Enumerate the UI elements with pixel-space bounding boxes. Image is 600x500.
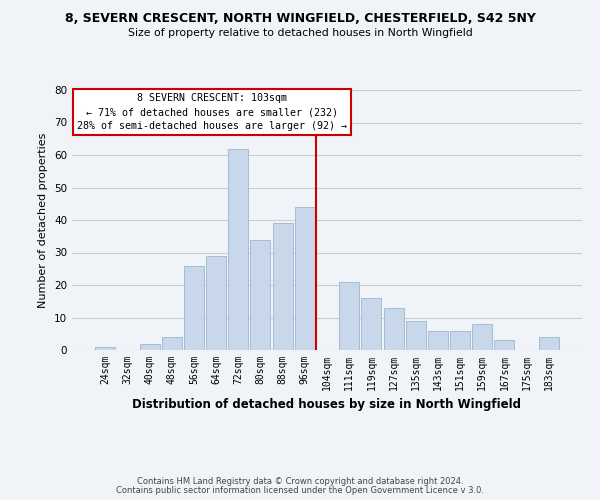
Bar <box>184 266 204 350</box>
X-axis label: Distribution of detached houses by size in North Wingfield: Distribution of detached houses by size … <box>133 398 521 411</box>
Text: Contains public sector information licensed under the Open Government Licence v : Contains public sector information licen… <box>116 486 484 495</box>
Bar <box>428 330 448 350</box>
Bar <box>406 321 426 350</box>
Bar <box>228 148 248 350</box>
Text: 8 SEVERN CRESCENT: 103sqm
← 71% of detached houses are smaller (232)
28% of semi: 8 SEVERN CRESCENT: 103sqm ← 71% of detac… <box>77 93 347 131</box>
Bar <box>539 337 559 350</box>
Text: 8, SEVERN CRESCENT, NORTH WINGFIELD, CHESTERFIELD, S42 5NY: 8, SEVERN CRESCENT, NORTH WINGFIELD, CHE… <box>65 12 535 26</box>
Bar <box>472 324 492 350</box>
Bar <box>162 337 182 350</box>
Bar <box>295 207 315 350</box>
Bar <box>95 347 115 350</box>
Bar <box>250 240 271 350</box>
Bar <box>383 308 404 350</box>
Bar <box>339 282 359 350</box>
Bar <box>450 330 470 350</box>
Text: Size of property relative to detached houses in North Wingfield: Size of property relative to detached ho… <box>128 28 472 38</box>
Bar <box>361 298 382 350</box>
Bar <box>494 340 514 350</box>
Bar <box>140 344 160 350</box>
Bar <box>272 223 293 350</box>
Y-axis label: Number of detached properties: Number of detached properties <box>38 132 49 308</box>
Bar <box>206 256 226 350</box>
Text: Contains HM Land Registry data © Crown copyright and database right 2024.: Contains HM Land Registry data © Crown c… <box>137 477 463 486</box>
